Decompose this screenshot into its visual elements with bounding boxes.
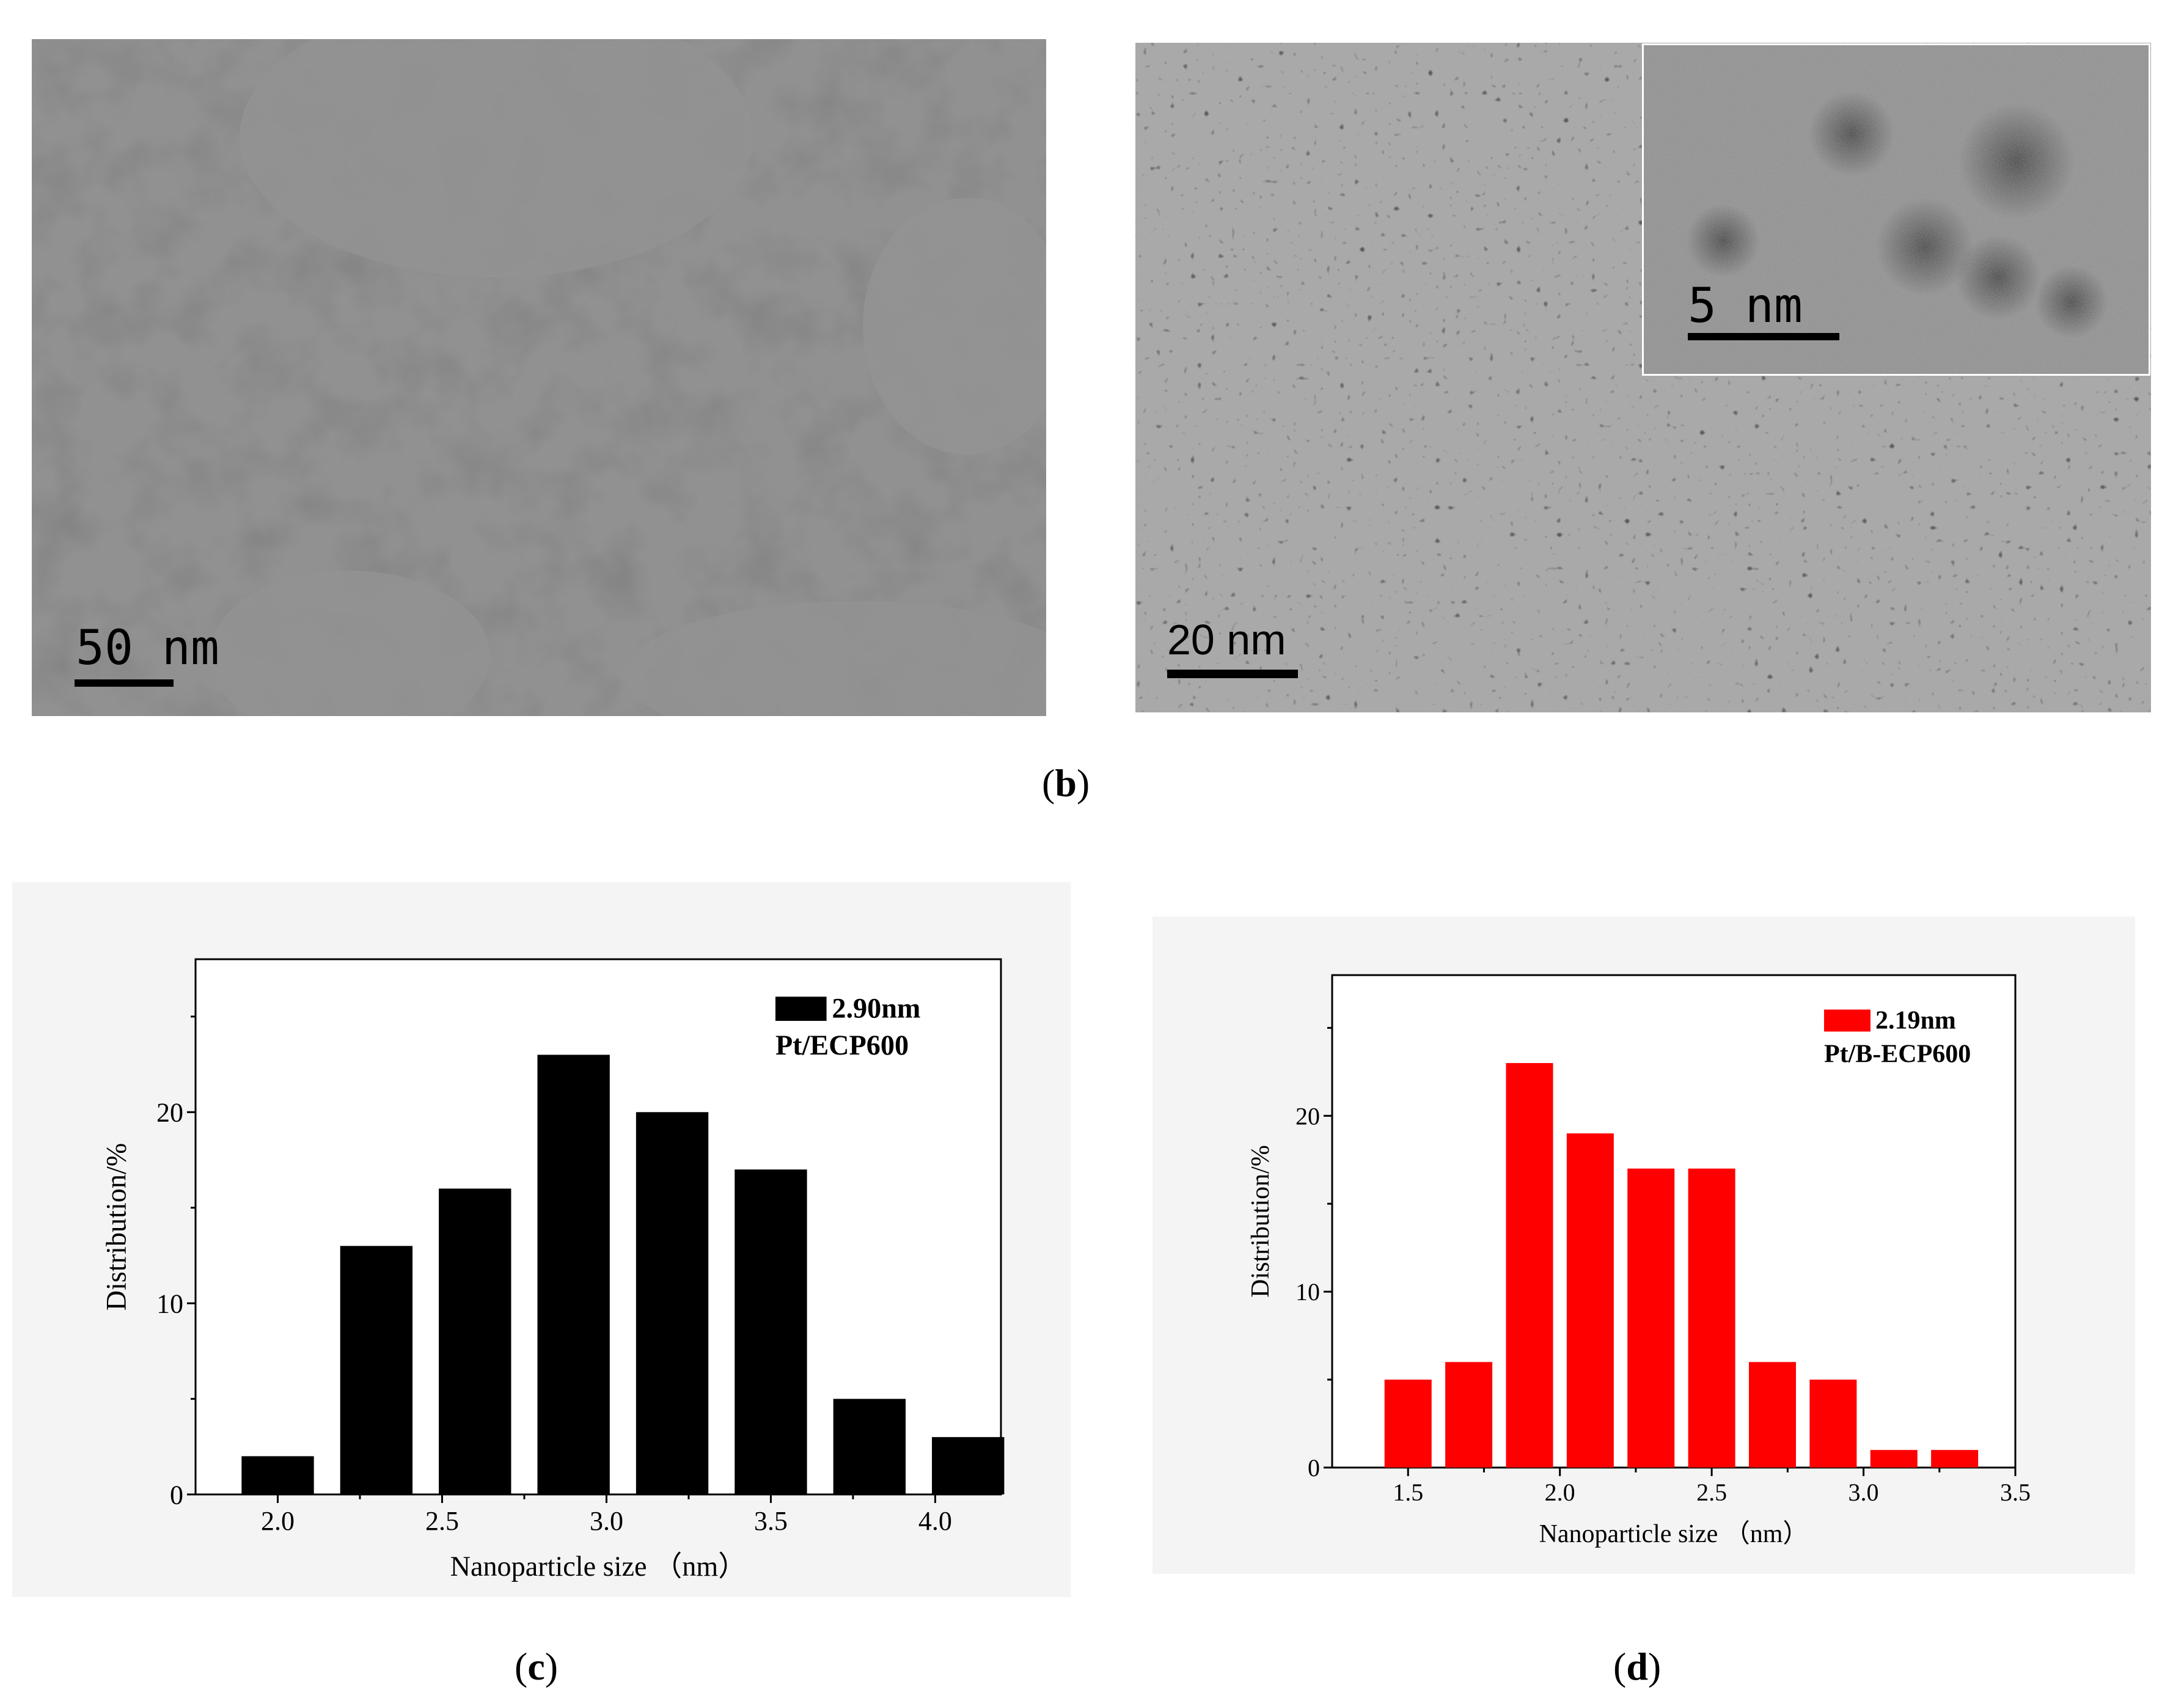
legend-swatch [1823,1009,1871,1032]
chart-annotation: Pt/B-ECP600 [1824,1040,1971,1068]
bar [1627,1168,1675,1468]
panel-label-d-letter: d [1626,1645,1648,1688]
chart-annotation: Pt/ECP600 [775,1029,909,1061]
legend-label: 2.19nm [1875,1007,1956,1035]
bar [1809,1380,1857,1468]
panel-label-b: (b) [1042,761,1090,805]
tem-image-right [1135,43,2151,712]
scale-bar-50nm [75,679,174,687]
y-axis-label: Distribution/% [1247,1145,1275,1298]
bar [636,1112,709,1494]
chart-c: 2.0 2.5 3.0 3.5 4.0 0 10 20 Nanoparticle size （n… [101,958,1005,1582]
y-tick-label: 10 [1295,1278,1320,1306]
scale-label-20nm: 20 nm [1167,616,1286,664]
bar [241,1456,314,1494]
panel-label-c-letter: c [527,1645,545,1688]
bar [932,1437,1005,1494]
x-tick-label: 2.5 [425,1506,459,1536]
scale-label-50nm: 50 nm [76,621,219,676]
bar [1506,1062,1553,1468]
bar [1931,1450,1979,1468]
tem-texture-right [1135,43,2151,712]
bar [735,1169,807,1494]
bar [1748,1362,1796,1468]
chart-c-panel: 2.0 2.5 3.0 3.5 4.0 0 10 20 Nanoparticle size （n… [12,882,1071,1597]
x-tick-label: 1.5 [1393,1479,1423,1506]
bar [833,1399,906,1494]
x-tick-label: 2.0 [261,1506,295,1536]
bar [340,1246,413,1494]
x-tick-label: 3.5 [2000,1479,2031,1506]
x-axis-label: Nanoparticle size （nm） [1539,1520,1809,1548]
y-axis-label: Distribution/% [101,1143,132,1311]
chart-d: 1.5 2.0 2.5 3.0 3.5 0 10 20 Nanoparticle size （n… [1247,974,2031,1548]
y-tick-label: 20 [156,1098,183,1128]
tem-inset-texture [1644,45,2149,374]
legend-swatch [775,996,827,1021]
bar [1384,1380,1432,1468]
x-axis-label: Nanoparticle size （nm） [450,1551,747,1582]
scale-bar-20nm [1167,670,1298,678]
x-tick-label: 3.5 [754,1506,788,1536]
tem-inset-image [1642,43,2150,376]
chart-d-panel: 1.5 2.0 2.5 3.0 3.5 0 10 20 Nanoparticle size （n… [1152,916,2135,1574]
tem-image-left [32,39,1046,716]
panel-label-c: (c) [515,1645,559,1688]
bar [1566,1133,1614,1468]
x-tick-label: 4.0 [918,1506,952,1536]
panel-label-b-letter: b [1055,761,1077,805]
tem-texture-left [32,39,1046,716]
y-tick-label: 10 [156,1289,183,1319]
bar [1445,1362,1493,1468]
bar [537,1055,610,1494]
x-tick-label: 2.0 [1545,1479,1575,1506]
inset-scale-label-5nm: 5 nm [1688,279,1803,334]
inset-scale-bar-5nm [1688,333,1839,340]
y-tick-label: 0 [170,1480,183,1510]
legend-label: 2.90nm [832,993,920,1024]
bar [1688,1168,1735,1468]
x-tick-label: 3.0 [590,1506,623,1536]
bar [1870,1450,1918,1468]
y-tick-label: 20 [1295,1102,1320,1130]
x-tick-label: 2.5 [1696,1479,1727,1506]
panel-label-d: (d) [1613,1645,1662,1688]
y-tick-label: 0 [1308,1454,1320,1482]
bar [439,1188,511,1494]
x-tick-label: 3.0 [1849,1479,1879,1506]
